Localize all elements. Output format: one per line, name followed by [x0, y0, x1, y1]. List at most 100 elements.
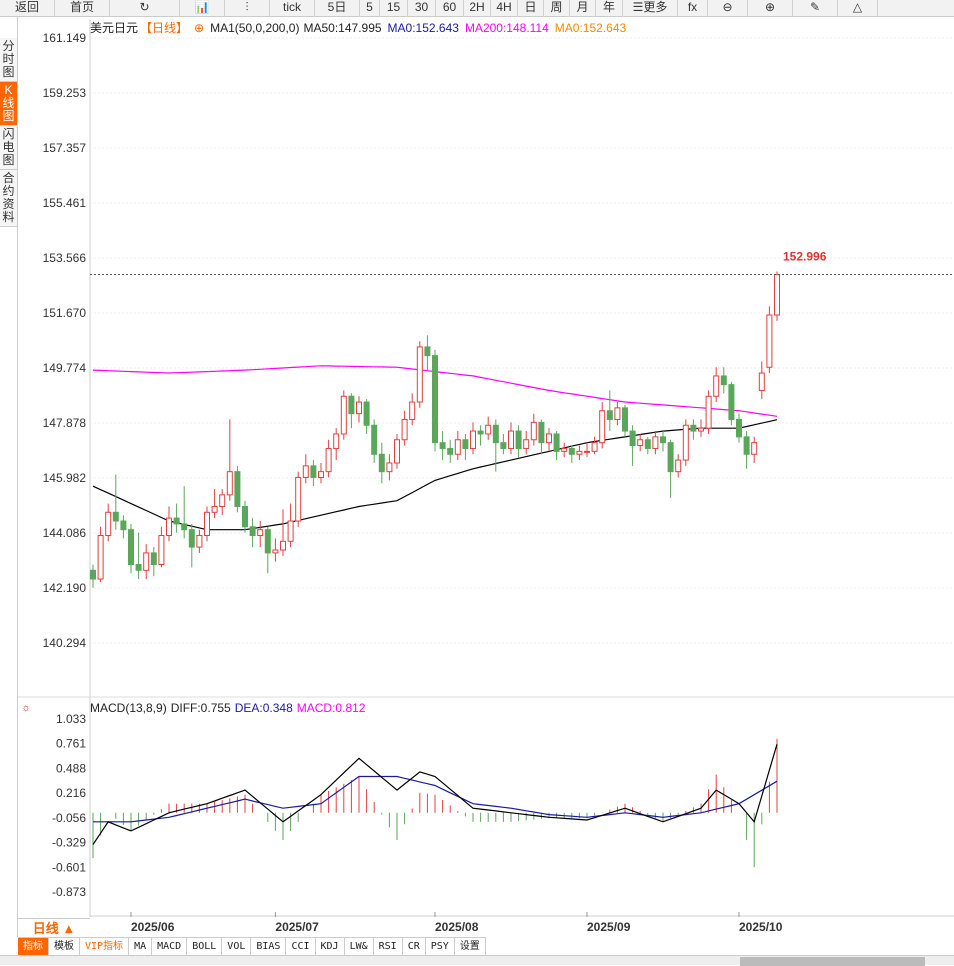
left-view-tabs: 分时图 K线图 闪电图 合约资料 — [0, 38, 17, 227]
candle — [523, 439, 530, 449]
macd-tick-label: -0.873 — [52, 885, 86, 899]
toolbar-button-10[interactable]: 60 — [436, 0, 464, 17]
toolbar-button-0[interactable]: 返回 — [0, 0, 55, 17]
horizontal-scrollbar[interactable] — [0, 955, 954, 966]
left-tab-2[interactable]: 闪电图 — [0, 126, 17, 170]
toolbar-button-20[interactable]: ⊕ — [748, 0, 793, 17]
toolbar-button-21[interactable]: ✎ — [793, 0, 838, 17]
left-tab-3[interactable]: 合约资料 — [0, 170, 17, 227]
indicator-tab-13[interactable]: PSY — [426, 938, 455, 956]
indicator-tab-10[interactable]: LW& — [345, 938, 374, 956]
candle — [325, 447, 332, 473]
candle — [538, 421, 545, 444]
candle — [211, 505, 218, 513]
toolbar-button-4[interactable]: ⫶ — [225, 0, 270, 17]
price-tick-label: 144.086 — [43, 526, 87, 540]
toolbar-button-5[interactable]: tick — [270, 0, 315, 17]
candle — [515, 430, 522, 449]
period-selector[interactable]: 日线 ▲ — [18, 918, 90, 937]
toolbar-button-11[interactable]: 2H — [464, 0, 491, 17]
candle — [500, 442, 507, 449]
indicator-tab-7[interactable]: BIAS — [251, 938, 287, 956]
toolbar-button-7[interactable]: 5 — [360, 0, 380, 17]
toolbar-button-19[interactable]: ⊖ — [708, 0, 748, 17]
candle — [97, 534, 104, 580]
candle — [295, 476, 302, 522]
candle — [462, 439, 469, 449]
candle — [226, 471, 233, 496]
toolbar-button-3[interactable]: 📊 — [180, 0, 225, 17]
last-price-label: 152.996 — [783, 250, 827, 264]
candle — [310, 465, 317, 478]
candle — [363, 401, 370, 426]
scrollbar-thumb[interactable] — [740, 957, 925, 966]
toolbar-button-18[interactable]: fx — [678, 0, 708, 17]
price-tick-label: 151.670 — [43, 306, 87, 320]
candle — [401, 418, 408, 441]
ma200-value: MA200:148.114 — [464, 21, 549, 35]
candle — [644, 439, 651, 449]
divider — [17, 17, 18, 937]
toolbar-button-6[interactable]: 5日 — [315, 0, 360, 17]
toolbar-button-17[interactable]: ☰更多 — [623, 0, 678, 17]
left-tab-1[interactable]: K线图 — [0, 82, 17, 126]
candle — [371, 424, 378, 455]
candle — [249, 526, 256, 536]
toolbar-button-8[interactable]: 15 — [380, 0, 408, 17]
indicator-tab-4[interactable]: MACD — [152, 938, 188, 956]
price-tick-label: 157.357 — [43, 141, 87, 155]
indicator-tab-9[interactable]: KDJ — [316, 938, 345, 956]
candle — [432, 355, 438, 444]
price-tick-label: 142.190 — [43, 581, 87, 595]
toolbar-button-12[interactable]: 4H — [491, 0, 518, 17]
candle — [576, 450, 583, 455]
toolbar-button-2[interactable]: ↻ — [110, 0, 180, 17]
indicator-tab-2[interactable]: VIP指标 — [80, 938, 130, 956]
toolbar-button-14[interactable]: 周 — [544, 0, 570, 17]
candle — [120, 520, 127, 531]
candle — [492, 424, 499, 444]
candle — [584, 450, 590, 453]
candle — [318, 471, 324, 478]
macd-name[interactable]: MACD(13,8,9) — [90, 701, 167, 715]
indicator-tab-0[interactable]: 指标 — [18, 938, 49, 956]
price-tick-label: 159.253 — [43, 86, 87, 100]
candle — [302, 465, 309, 478]
toolbar-button-16[interactable]: 年 — [596, 0, 623, 17]
candle — [698, 427, 704, 432]
indicator-tab-14[interactable]: 设置 — [455, 938, 486, 956]
indicator-tab-12[interactable]: CR — [403, 938, 426, 956]
ma50-value: MA50:147.995 — [303, 21, 382, 35]
toolbar-button-22[interactable]: △ — [838, 0, 878, 17]
candle — [652, 436, 659, 449]
indicator-tab-1[interactable]: 模板 — [49, 938, 80, 956]
toolbar-button-1[interactable]: 首页 — [55, 0, 110, 17]
indicator-tab-6[interactable]: VOL — [222, 938, 252, 956]
candle — [257, 529, 264, 536]
indicator-tab-8[interactable]: CCI — [286, 938, 316, 956]
candle — [264, 529, 271, 554]
dea-line — [93, 775, 778, 823]
indicator-tab-11[interactable]: RSI — [374, 938, 403, 956]
toolbar-button-9[interactable]: 30 — [408, 0, 436, 17]
left-tab-0[interactable]: 分时图 — [0, 38, 17, 82]
chart-legend: 美元日元 【日线】 ⊕ MA1(50,0,200,0) MA50:147.995 MA0:… — [90, 19, 632, 35]
settings-icon[interactable]: ⊕ — [194, 21, 205, 35]
dea-value: DEA:0.348 — [234, 701, 293, 715]
candle — [705, 395, 712, 429]
period-label: 【日线】 — [140, 21, 189, 35]
candle — [629, 430, 636, 447]
candle — [234, 471, 241, 507]
candle — [561, 447, 568, 452]
indicator-tab-5[interactable]: BOLL — [187, 938, 223, 956]
toolbar-button-15[interactable]: 月 — [570, 0, 596, 17]
indicator-tab-3[interactable]: MA — [129, 938, 153, 956]
candle — [242, 505, 248, 528]
indicator-name[interactable]: MA1(50,0,200,0) — [210, 21, 300, 35]
toolbar-button-13[interactable]: 日 — [518, 0, 544, 17]
candle — [720, 375, 727, 386]
candle — [340, 395, 347, 435]
time-tick-label: 2025/09 — [587, 920, 631, 934]
candle — [143, 552, 150, 571]
